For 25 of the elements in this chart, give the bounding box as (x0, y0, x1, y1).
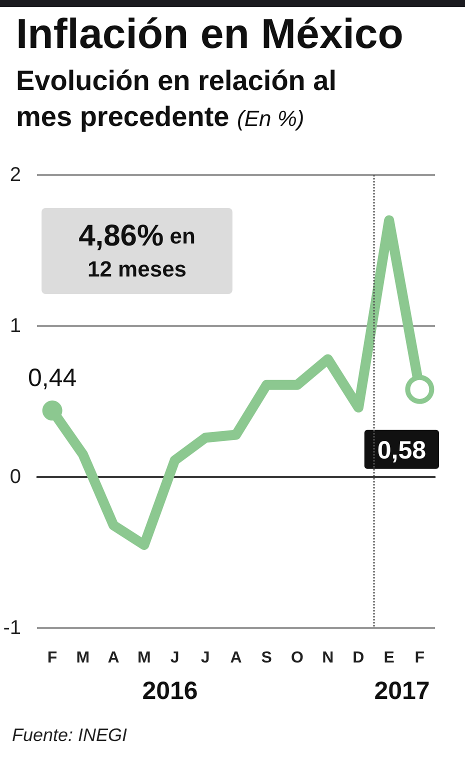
annotation: 4,86% en 12 meses (78, 220, 196, 282)
x-tick-label: O (291, 650, 304, 666)
text: 2016 (142, 677, 198, 705)
y-tick-label: -1 (3, 617, 21, 639)
chart-title: Inflación en México (16, 9, 404, 59)
x-tick-label: M (76, 650, 90, 666)
x-tick-label: A (108, 650, 120, 666)
x-tick-label: F (47, 650, 58, 666)
x-tick-label: S (261, 650, 272, 666)
x-tick-label: E (384, 650, 395, 666)
y-tick-label: 2 (10, 164, 21, 186)
data-label: 0,58 (377, 436, 426, 464)
data-label: 0,44 (28, 364, 77, 392)
x-tick-label: J (170, 650, 180, 666)
y-tick-label: 1 (10, 315, 21, 337)
x-tick-label: D (352, 650, 364, 666)
text: 2017 (374, 677, 430, 705)
source-note: Fuente: INEGI (12, 724, 128, 746)
x-tick-label: A (230, 650, 242, 666)
x-tick-label: J (200, 650, 210, 666)
y-tick-label: 0 (10, 466, 21, 488)
chart-subtitle: Evolución en relación al mes precedente (En %) (16, 65, 337, 132)
x-tick-label: F (414, 650, 425, 666)
x-tick-label: N (322, 650, 334, 666)
x-tick-label: M (137, 650, 151, 666)
